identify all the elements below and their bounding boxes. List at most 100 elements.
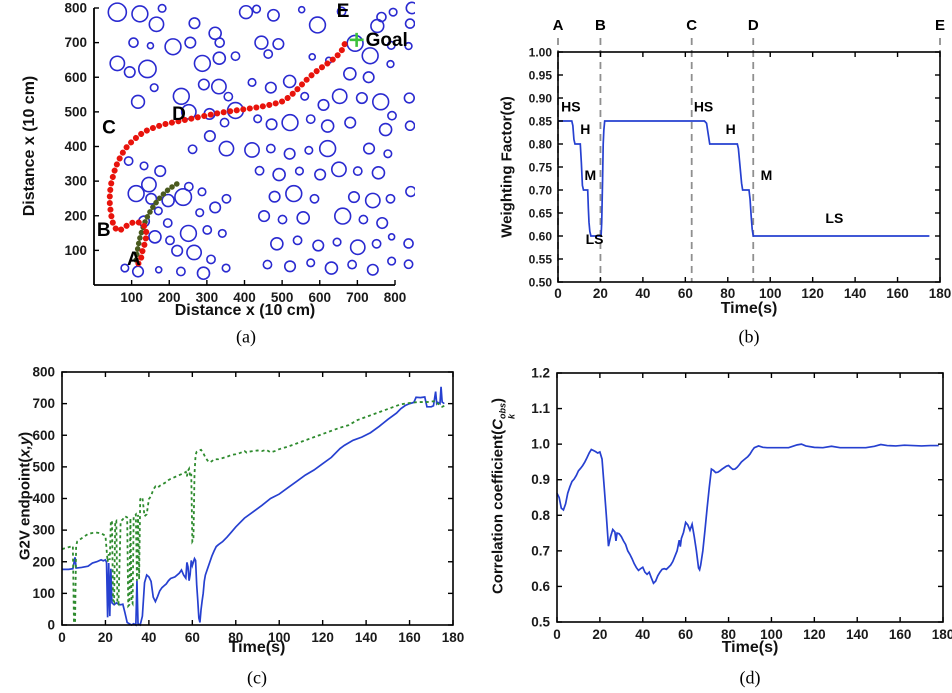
svg-text:0.75: 0.75 bbox=[529, 161, 553, 175]
svg-text:M: M bbox=[585, 167, 597, 183]
axes-frame: 100 200 300 400 500 600 700 800 100 200 300 400 500 6… bbox=[64, 1, 406, 306]
subplot-b-ylabel: Weighting Factor(α) bbox=[499, 96, 516, 237]
subplot-c-xlabel-text: Time(s) bbox=[228, 639, 286, 656]
svg-text:200: 200 bbox=[32, 554, 55, 569]
svg-text:0.50: 0.50 bbox=[529, 276, 553, 290]
subplot-a-xlabel: Distance x (10 cm) bbox=[175, 302, 316, 320]
subplot-d-ylabel-prefix: Correlation coefficient( bbox=[489, 429, 507, 595]
svg-text:300: 300 bbox=[32, 523, 55, 538]
subplot-c-canvas: 0 20 40 60 80 100 120 140 160 180 0 100 200 300 400 500… bbox=[32, 365, 464, 646]
svg-text:0.6: 0.6 bbox=[531, 579, 550, 594]
subplot-c: 0 20 40 60 80 100 120 140 160 180 0 100 200 300 400 500… bbox=[0, 345, 470, 693]
svg-text:120: 120 bbox=[801, 286, 824, 301]
svg-text:0.90: 0.90 bbox=[529, 92, 553, 106]
goal-marker bbox=[349, 32, 364, 47]
svg-text:300: 300 bbox=[196, 290, 219, 305]
subplot-a-canvas: Goal AB C D E 100 200 300 400 500 600 700 800 100 200 3… bbox=[64, 1, 415, 306]
svg-text:80: 80 bbox=[721, 627, 736, 642]
svg-text:400: 400 bbox=[64, 139, 87, 154]
subplot-d-canvas: 0 20 40 60 80 100 120 140 160 180 0.5 0.6 0.7 0.8 0.9 1… bbox=[531, 366, 952, 643]
subplot-c-ylabel: G2V endpoint(x,y) bbox=[17, 432, 34, 560]
green-path bbox=[133, 180, 182, 263]
svg-text:600: 600 bbox=[64, 70, 87, 85]
svg-text:D: D bbox=[172, 104, 186, 125]
subplot-c-ylabel-suffix: ) bbox=[16, 431, 34, 437]
svg-text:HS: HS bbox=[561, 98, 580, 114]
series-correlation-coefficient bbox=[556, 443, 939, 585]
svg-text:80: 80 bbox=[720, 286, 735, 301]
subplot-c-caption: (c) bbox=[247, 667, 267, 688]
svg-text:160: 160 bbox=[398, 630, 421, 645]
svg-text:60: 60 bbox=[185, 630, 200, 645]
subplot-d-ylabel-symbol: C bbox=[489, 418, 507, 430]
red-path bbox=[106, 36, 349, 267]
svg-text:300: 300 bbox=[64, 174, 87, 189]
subplot-c-ylabel-xy: x,y bbox=[16, 436, 34, 458]
subplot-a-caption: (a) bbox=[236, 326, 256, 347]
svg-text:100: 100 bbox=[120, 290, 143, 305]
svg-text:40: 40 bbox=[635, 286, 650, 301]
svg-text:700: 700 bbox=[346, 290, 369, 305]
svg-text:D: D bbox=[748, 17, 759, 34]
svg-text:200: 200 bbox=[64, 208, 87, 223]
svg-text:120: 120 bbox=[311, 630, 334, 645]
svg-text:0: 0 bbox=[58, 630, 66, 645]
subplot-c-xlabel: Time(s) bbox=[229, 639, 286, 657]
svg-text:20: 20 bbox=[592, 627, 607, 642]
axes-frame: 0 20 40 60 80 100 120 140 160 180 0.5 0.6 0.7 0.8 0.9 1… bbox=[531, 366, 952, 643]
subplot-a-ylabel-text: Distance x (10 cm) bbox=[21, 75, 38, 217]
svg-text:80: 80 bbox=[228, 630, 243, 645]
svg-text:1.2: 1.2 bbox=[531, 366, 550, 381]
subplot-b-xlabel-text: Time(s) bbox=[720, 300, 778, 317]
svg-text:20: 20 bbox=[593, 286, 608, 301]
svg-text:120: 120 bbox=[803, 627, 826, 642]
svg-text:200: 200 bbox=[158, 290, 181, 305]
svg-text:A: A bbox=[127, 249, 141, 270]
subplot-d-caption: (d) bbox=[739, 667, 761, 688]
subplot-b-xlabel: Time(s) bbox=[721, 300, 778, 318]
svg-text:E: E bbox=[935, 17, 945, 34]
svg-text:800: 800 bbox=[384, 290, 407, 305]
svg-text:100: 100 bbox=[64, 243, 87, 258]
svg-text:700: 700 bbox=[32, 396, 55, 411]
svg-text:H: H bbox=[726, 121, 736, 137]
subplot-a: Goal A B C D E 100 200 300 400 500 600 700 800 100 200 3… bbox=[0, 0, 470, 345]
series-endpoint-x bbox=[62, 386, 445, 627]
subplot-d-ylabel-suffix: ) bbox=[489, 397, 507, 403]
svg-text:C: C bbox=[102, 117, 116, 138]
svg-text:600: 600 bbox=[308, 290, 331, 305]
svg-text:0.7: 0.7 bbox=[531, 543, 550, 558]
subplot-b: A B C D E HS H M LS HS H M LS 0 20 40 60 80 100 120 140 160 18… bbox=[480, 0, 952, 345]
svg-text:140: 140 bbox=[355, 630, 378, 645]
subplot-d: 0 20 40 60 80 100 120 140 160 180 0.5 0.6 0.7 0.8 0.9 1… bbox=[480, 345, 952, 693]
svg-text:1.00: 1.00 bbox=[529, 46, 553, 60]
subplot-d-ylabel: Correlation coefficient(C obs k) bbox=[490, 398, 517, 594]
svg-text:0.80: 0.80 bbox=[529, 138, 553, 152]
svg-text:100: 100 bbox=[268, 630, 291, 645]
svg-text:HS: HS bbox=[694, 98, 713, 114]
svg-text:180: 180 bbox=[929, 286, 952, 301]
svg-text:700: 700 bbox=[64, 35, 87, 50]
subplot-b-ylabel-text: Weighting Factor(α) bbox=[498, 96, 516, 238]
svg-text:100: 100 bbox=[759, 286, 782, 301]
svg-text:160: 160 bbox=[889, 627, 912, 642]
svg-text:0: 0 bbox=[553, 627, 561, 642]
svg-text:600: 600 bbox=[32, 428, 55, 443]
svg-text:0.9: 0.9 bbox=[531, 472, 550, 487]
svg-text:40: 40 bbox=[141, 630, 156, 645]
series-weighting-factor bbox=[558, 120, 930, 237]
subplot-c-ylabel-prefix: G2V endpoint( bbox=[16, 457, 34, 561]
svg-text:400: 400 bbox=[32, 491, 55, 506]
svg-text:E: E bbox=[337, 1, 350, 22]
svg-text:0: 0 bbox=[47, 618, 55, 633]
svg-text:M: M bbox=[761, 167, 773, 183]
svg-text:100: 100 bbox=[760, 627, 783, 642]
subplot-a-xlabel-text: Distance x (10 cm) bbox=[174, 302, 316, 319]
subplot-a-ylabel: Distance x (10 cm) bbox=[21, 76, 39, 217]
subplot-b-caption: (b) bbox=[738, 326, 760, 347]
svg-text:0.8: 0.8 bbox=[531, 508, 550, 523]
svg-text:500: 500 bbox=[271, 290, 294, 305]
obstacles-layer bbox=[107, 1, 415, 281]
